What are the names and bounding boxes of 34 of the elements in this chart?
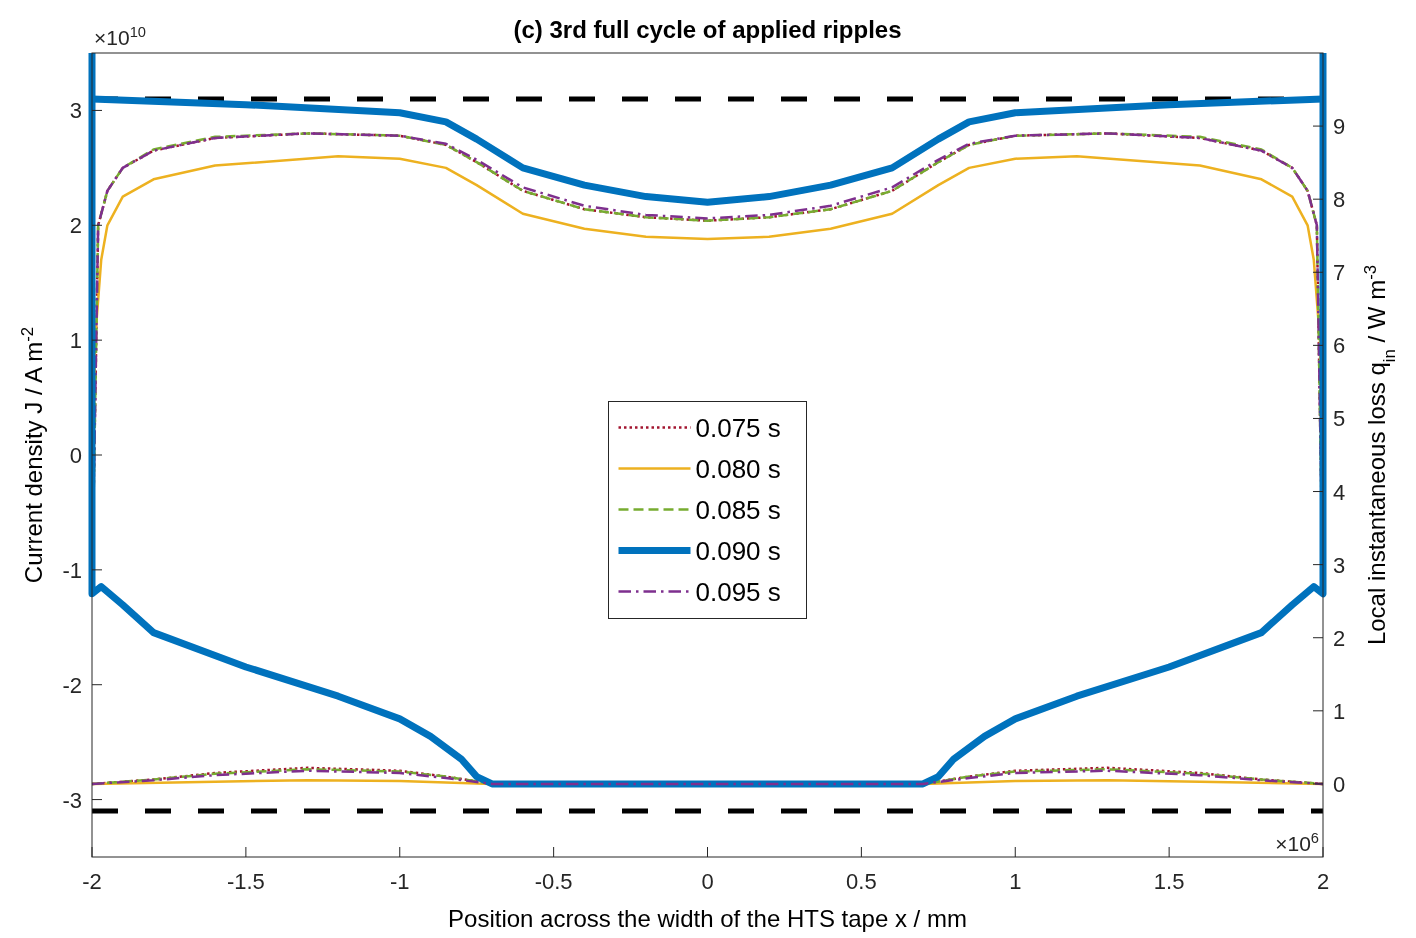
- y2-tick-label: 0: [1333, 771, 1346, 797]
- y-tick-label: -1: [62, 557, 82, 583]
- y2-tick-label: 2: [1333, 625, 1346, 651]
- y2-tick-label: 5: [1333, 406, 1346, 432]
- x-tick-label: 0.5: [846, 869, 877, 894]
- y-tick-label: 2: [69, 213, 82, 239]
- x-tick-label: -0.5: [534, 869, 573, 894]
- x-tick-label: -1: [389, 869, 410, 894]
- y2-tick-label: 9: [1333, 114, 1346, 140]
- y-tick-label: 1: [69, 328, 82, 354]
- x-tick-label: 0: [701, 869, 714, 894]
- y2-tick-label: 7: [1333, 260, 1346, 286]
- x-axis-title: Position across the width of the HTS tape x / mm: [448, 905, 967, 932]
- y2-tick-label: 8: [1333, 187, 1346, 213]
- y2-tick-label: 6: [1333, 333, 1346, 359]
- x-tick-label: 1.5: [1153, 869, 1185, 894]
- y-tick-label: 0: [69, 443, 82, 468]
- annotation: ×10$^{6}$: [1275, 830, 1319, 855]
- legend-label: 0.090 s: [695, 535, 781, 566]
- legend-label: 0.075 s: [695, 412, 781, 443]
- chart-title: (c) 3rd full cycle of applied ripples: [513, 16, 902, 43]
- x-tick-label: 1: [1009, 869, 1022, 894]
- legend-label: 0.085 s: [695, 494, 781, 525]
- x-tick-label: 2: [1316, 869, 1330, 894]
- legend-label: 0.080 s: [695, 453, 781, 484]
- y-tick-label: -2: [62, 672, 82, 698]
- y2-tick-label: 3: [1333, 552, 1346, 578]
- y2-tick-label: 1: [1333, 698, 1346, 724]
- y-tick-label: -3: [62, 787, 82, 813]
- y2-tick-label: 4: [1333, 479, 1346, 505]
- legend-label: 0.095 s: [695, 576, 781, 607]
- text: ×10$^{10}$: [94, 24, 146, 49]
- y-tick-label: 3: [69, 98, 82, 124]
- x-tick-label: -1.5: [226, 869, 265, 894]
